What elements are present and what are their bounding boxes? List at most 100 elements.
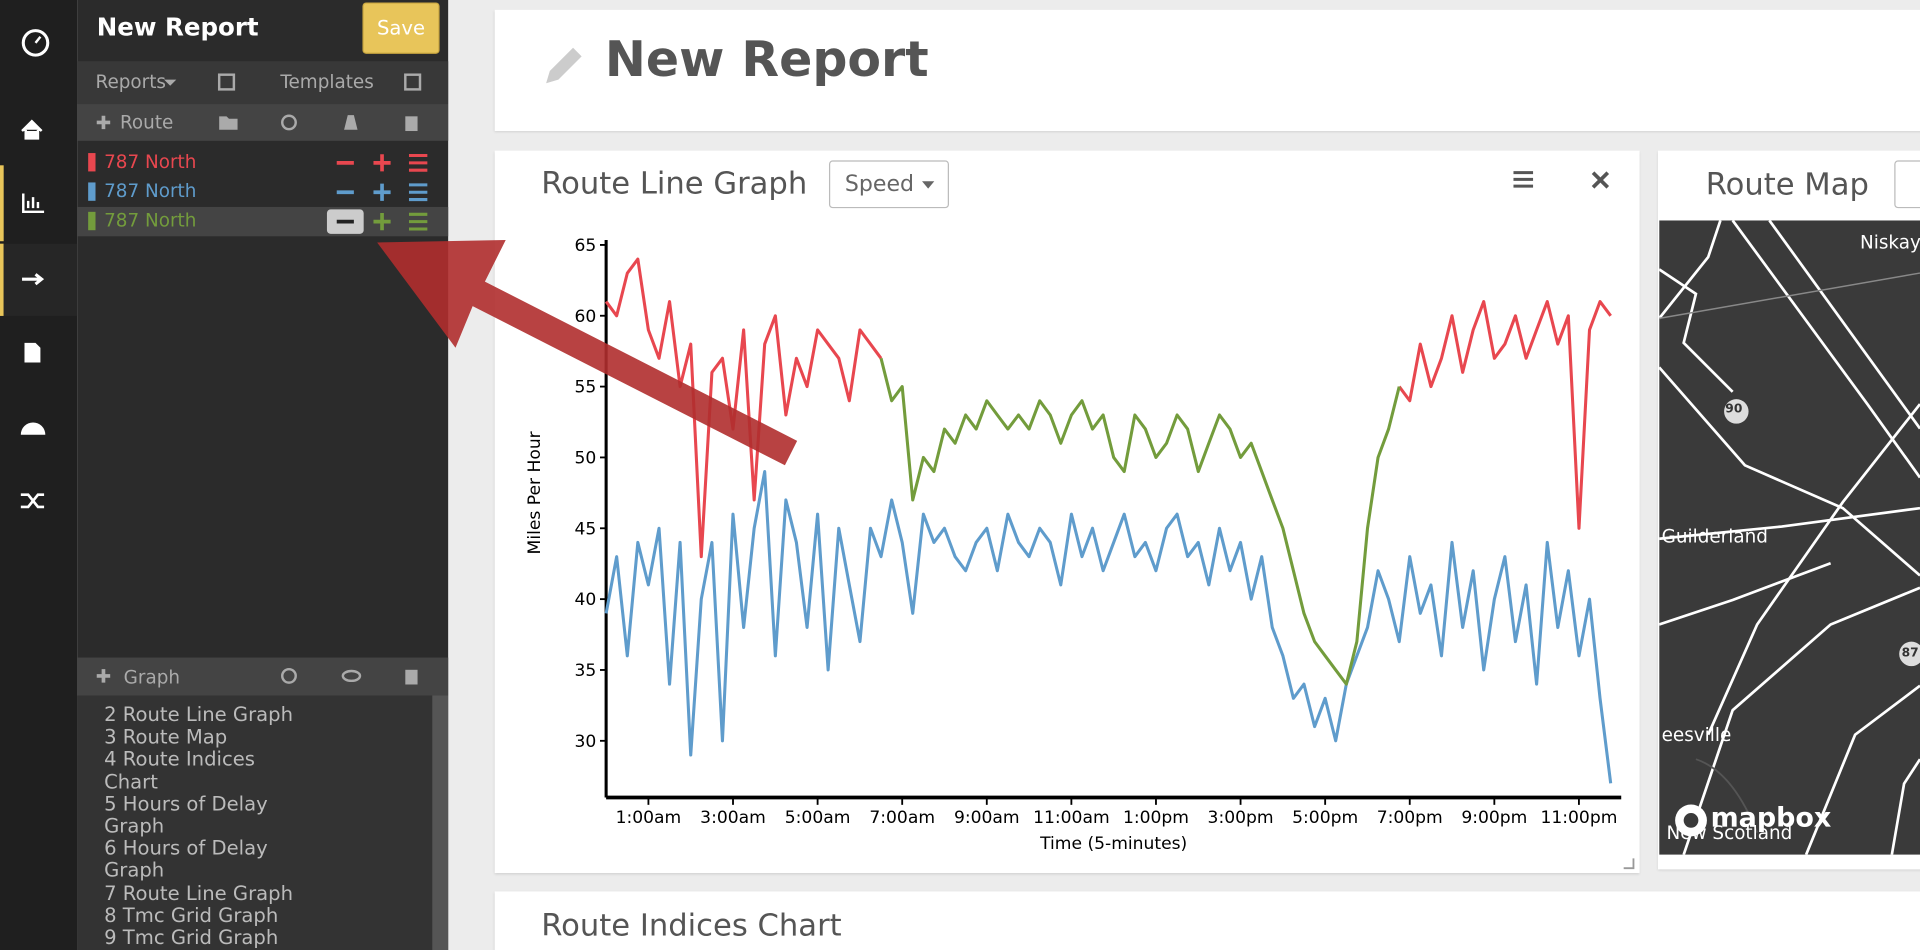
caret [922,181,935,189]
series-line [879,357,1401,686]
route-actions [326,209,428,234]
route-row: 787 North [77,148,448,177]
sidebar-title: New Report [96,12,259,42]
mapbox-logo: mapbox [1710,803,1832,834]
dashboard-icon[interactable] [21,29,50,57]
graph-list-item: 7 Route Line Graph [104,881,294,905]
chart-icon[interactable] [22,193,45,214]
route-icons [96,114,418,132]
hide-icon[interactable] [341,669,362,683]
add-icon[interactable] [96,669,111,683]
menu-icon[interactable] [408,183,428,202]
x-tick-label: 1:00pm [1123,808,1189,828]
add-icon[interactable] [373,154,391,172]
resize-handle[interactable] [1623,858,1635,870]
shuffle-icon[interactable] [20,493,45,509]
binoculars-icon[interactable] [344,115,358,130]
route-row: 787 North [77,178,448,207]
route-row: 787 North [77,206,449,237]
route-actions [336,153,428,172]
panel-title: Route Indices Chart [541,907,842,943]
panel-title: Route Line Graph [541,165,808,201]
y-tick-label: 65 [575,236,597,256]
menu-icon[interactable] [408,212,428,231]
menu-icon[interactable] [408,153,428,172]
graph-label: Graph [123,666,181,689]
route-icon[interactable] [22,273,45,286]
x-tick-label: 11:00am [1033,808,1110,828]
add-icon[interactable] [373,183,391,201]
x-tick-label: 9:00pm [1461,808,1527,828]
save-button[interactable]: Save [362,2,440,54]
active-marker [0,165,4,242]
route-swatch [88,211,96,231]
sidebar: New Report Save Reports Templates Route … [77,0,449,950]
close-icon[interactable] [1591,171,1610,189]
home-icon[interactable] [21,119,43,140]
templates-menu[interactable]: Templates [280,71,374,94]
save-icon[interactable] [217,73,236,91]
route-bar: Route [77,104,449,141]
line-graph-panel: Route Line Graph Speed 30 35 40 45 50 55 60 65 1… [494,150,1640,874]
graph-list-item: Graph [104,814,165,838]
trash-icon[interactable] [405,669,418,685]
y-axis-label: Miles Per Hour [525,430,545,554]
metric-dropdown[interactable]: Speed [828,160,949,209]
header-card: New Report [494,9,1920,132]
page-title: New Report [604,31,929,89]
gauge-icon[interactable] [20,422,46,435]
graph-list: 2 Route Line Graph 3 Route Map 4 Route Ind… [77,695,433,950]
x-axis-label: Time (5-minutes) [1039,834,1187,854]
y-tick-label: 50 [575,449,597,469]
roads [1659,220,1920,855]
map-panel: Route Map Niskay Guilderland eesville Ne… [1657,150,1920,870]
route-actions [336,183,428,202]
document-icon[interactable] [24,342,41,363]
map[interactable] [1659,220,1920,855]
icon-bar [0,0,78,950]
y-tick-label: 35 [575,661,597,681]
shield [1724,399,1749,424]
graph-list-item: Chart [104,769,158,793]
map-label: Guilderland [1661,525,1768,548]
map-label: Niskay [1860,231,1920,254]
x-tick-label: 11:00pm [1540,808,1617,828]
graph-icons [96,667,418,685]
add-icon[interactable] [373,213,391,231]
x-tick-label: 5:00am [785,808,851,828]
series-line [604,470,1613,784]
trash-icon[interactable] [405,116,418,132]
map-dropdown[interactable] [1894,160,1920,209]
reports-menu[interactable]: Reports [95,71,166,94]
river [1695,758,1758,833]
folder-icon[interactable] [219,116,238,130]
refresh-icon[interactable] [281,114,297,131]
icon-set [0,29,78,509]
shield [1899,641,1920,667]
graph-list-item: 4 Route Indices [104,747,255,771]
menu-icon[interactable] [1513,171,1534,188]
x-tick-label: 7:00am [869,808,935,828]
shield-label: 90 [1725,402,1743,417]
reports-bar: Reports Templates [77,61,449,105]
route-name: 787 North [104,150,197,173]
map-label: New Scotland [1666,821,1793,844]
panel-title: Route Map [1705,166,1869,203]
graph-bar: Graph [77,657,449,696]
dashboard-icon-needle [34,35,42,44]
graph-list-item: 3 Route Map [104,725,228,749]
graph-list-item: 2 Route Line Graph [104,702,294,727]
x-tick-label: 3:00am [700,808,766,828]
add-icon[interactable] [96,115,111,130]
scrollbar[interactable] [432,695,449,950]
x-tick-label: 5:00pm [1292,808,1358,828]
x-tick-label: 9:00am [954,808,1020,828]
caret [164,79,177,86]
shield-label: 87 [1901,646,1919,661]
map-label: eesville [1661,723,1732,746]
save-icon[interactable] [404,73,422,91]
mapbox-mark-inner [1683,813,1699,828]
graph-list-item: 9 Tmc Grid Graph [104,925,279,949]
refresh-icon[interactable] [281,667,297,684]
